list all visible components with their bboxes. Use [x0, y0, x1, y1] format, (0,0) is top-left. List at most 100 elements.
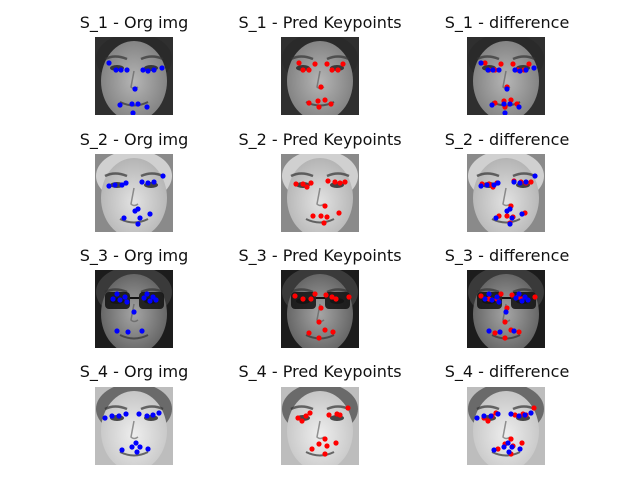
original-keypoint: [144, 413, 150, 419]
original-keypoint: [106, 183, 112, 189]
predicted-keypoint: [482, 60, 488, 66]
predicted-keypoint: [295, 415, 301, 421]
original-keypoint: [131, 309, 137, 315]
predicted-keypoint: [346, 294, 352, 300]
original-keypoint: [512, 67, 518, 73]
original-keypoint: [147, 298, 153, 304]
original-keypoint: [109, 413, 115, 419]
subplot-title-s1-org: S_1 - Org img: [79, 13, 189, 32]
original-keypoint: [102, 415, 108, 421]
original-keypoint: [474, 415, 480, 421]
original-keypoint: [528, 410, 534, 416]
face-image-s4-org: [95, 387, 173, 465]
subplot-title-s2-pred: S_2 - Pred Keypoints: [238, 130, 402, 149]
predicted-keypoint: [337, 412, 343, 418]
predicted-keypoint: [304, 184, 310, 190]
original-keypoint: [525, 297, 531, 303]
predicted-keypoint: [333, 440, 339, 446]
original-keypoint: [125, 329, 131, 335]
face-image-s3-pred: [281, 270, 359, 348]
face-image-s2-diff: [467, 154, 545, 232]
predicted-keypoint: [329, 294, 335, 300]
original-keypoint: [144, 291, 150, 297]
original-keypoint: [488, 413, 494, 419]
original-keypoint: [144, 104, 150, 110]
original-keypoint: [494, 294, 500, 300]
predicted-keypoint: [324, 443, 330, 449]
original-keypoint: [506, 449, 512, 455]
original-keypoint: [118, 67, 124, 73]
subplot-title-s3-diff: S_3 - difference: [444, 246, 570, 265]
predicted-keypoint: [492, 330, 498, 336]
predicted-keypoint: [502, 319, 508, 325]
original-keypoint: [151, 179, 157, 185]
original-keypoint: [504, 208, 510, 214]
original-keypoint: [132, 208, 138, 214]
original-keypoint: [496, 299, 502, 305]
original-keypoint: [119, 447, 125, 453]
predicted-keypoint: [318, 213, 324, 219]
predicted-keypoint: [333, 296, 339, 302]
original-keypoint: [513, 295, 519, 301]
original-keypoint: [136, 411, 142, 417]
predicted-keypoint: [495, 446, 501, 452]
predicted-keypoint: [318, 305, 324, 311]
original-keypoint: [502, 110, 508, 115]
predicted-keypoint: [316, 441, 322, 447]
original-keypoint: [516, 104, 522, 110]
original-keypoint: [135, 101, 141, 107]
predicted-keypoint: [316, 335, 322, 341]
subplot-title-s4-diff: S_4 - difference: [444, 362, 570, 381]
original-keypoint: [482, 296, 488, 302]
subplot-title-s1-pred: S_1 - Pred Keypoints: [238, 13, 402, 32]
predicted-keypoint: [303, 413, 309, 419]
face-image-s4-pred: [281, 387, 359, 465]
predicted-keypoint: [308, 180, 314, 186]
original-keypoint: [519, 211, 525, 217]
original-keypoint: [509, 215, 515, 221]
original-keypoint: [156, 410, 162, 416]
predicted-keypoint: [345, 405, 351, 411]
face-image-s3-org: [95, 270, 173, 348]
face-image-s1-diff: [467, 37, 545, 115]
subplot-title-s4-org: S_4 - Org img: [79, 362, 189, 381]
original-keypoint: [501, 101, 507, 107]
predicted-keypoint: [504, 213, 510, 219]
predicted-keypoint: [528, 179, 534, 185]
original-keypoint: [116, 413, 122, 419]
predicted-keypoint: [328, 101, 334, 107]
original-keypoint: [139, 179, 145, 185]
predicted-keypoint: [526, 61, 532, 67]
original-keypoint: [153, 297, 159, 303]
original-keypoint: [145, 446, 151, 452]
original-keypoint: [140, 67, 146, 73]
original-keypoint: [133, 440, 139, 446]
original-keypoint: [151, 67, 157, 73]
original-keypoint: [517, 68, 523, 74]
original-keypoint: [504, 86, 510, 92]
original-keypoint: [509, 444, 515, 450]
predicted-keypoint: [324, 214, 330, 220]
original-keypoint: [517, 446, 523, 452]
original-keypoint: [141, 295, 147, 301]
original-keypoint: [501, 444, 507, 450]
original-keypoint: [486, 291, 492, 297]
predicted-keypoint: [316, 319, 322, 325]
original-keypoint: [486, 328, 492, 334]
original-keypoint: [145, 68, 151, 74]
original-keypoint: [516, 291, 522, 297]
predicted-keypoint: [325, 178, 331, 184]
predicted-keypoint: [329, 67, 335, 73]
predicted-keypoint: [509, 292, 515, 298]
face-image-s1-org: [95, 37, 173, 115]
original-keypoint: [112, 182, 118, 188]
original-keypoint: [124, 299, 130, 305]
original-keypoint: [495, 411, 501, 417]
predicted-keypoint: [310, 213, 316, 219]
predicted-keypoint: [292, 293, 298, 299]
predicted-keypoint: [532, 294, 538, 300]
predicted-keypoint: [300, 296, 306, 302]
original-keypoint: [508, 411, 514, 417]
predicted-keypoint: [322, 436, 328, 442]
predicted-keypoint: [300, 67, 306, 73]
